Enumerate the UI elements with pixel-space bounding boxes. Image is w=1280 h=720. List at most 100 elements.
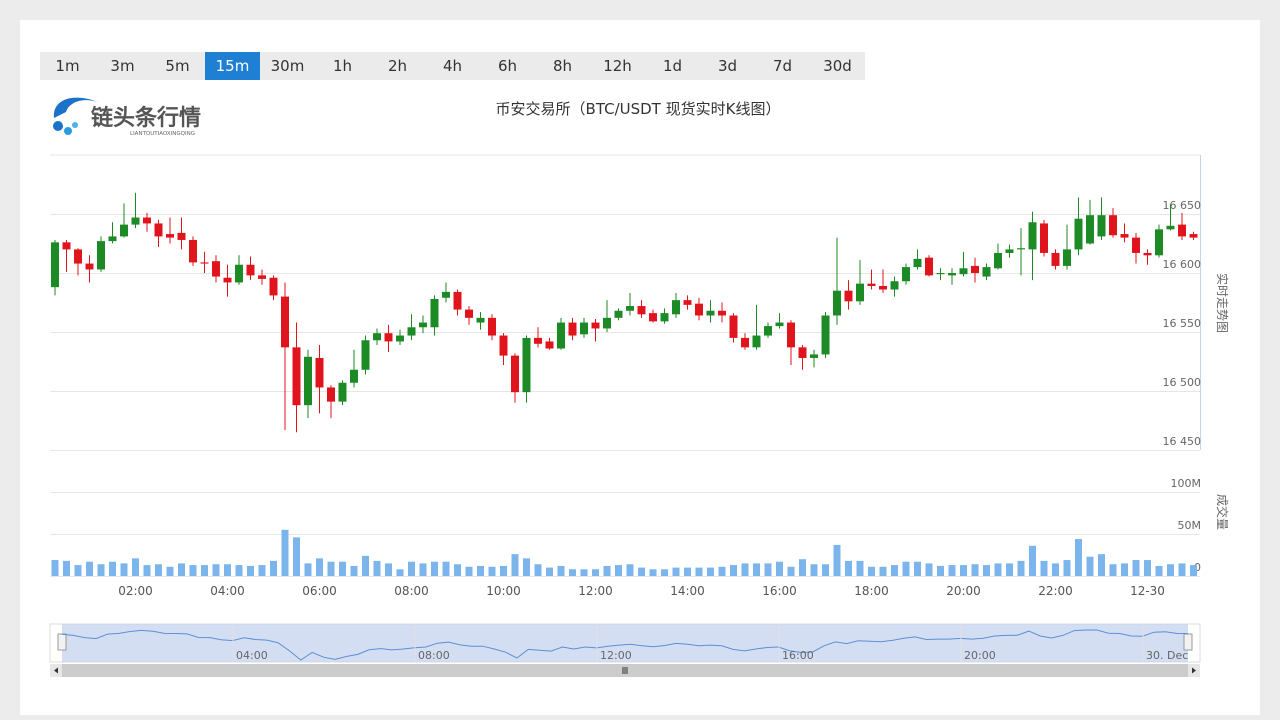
timeframe-button[interactable]: 2h — [387, 57, 408, 75]
candle-body — [568, 322, 577, 336]
volume-bar — [718, 566, 726, 576]
volume-bar — [1121, 563, 1128, 576]
volume-bar — [51, 560, 59, 576]
volume-bar — [465, 566, 473, 576]
navigator-mask[interactable] — [62, 624, 1188, 662]
volume-bar — [523, 558, 530, 576]
candle-body — [465, 309, 473, 318]
candle-body — [798, 347, 807, 358]
candle-body — [913, 258, 922, 268]
candle-body — [1086, 215, 1094, 244]
volume-bar — [408, 561, 415, 576]
navigator-line — [61, 629, 1189, 661]
volume-bar — [902, 561, 910, 576]
volume-bar — [258, 565, 266, 576]
x-tick-label: 10:00 — [486, 584, 521, 598]
timeframe-button[interactable]: 30m — [270, 57, 305, 75]
candle-body — [706, 310, 715, 316]
candle-body — [315, 357, 324, 388]
scrollbar-grip — [622, 667, 628, 674]
timeframe-button[interactable]: 12h — [603, 57, 632, 75]
candle-body — [154, 223, 163, 237]
candle-body — [925, 257, 933, 276]
candle-body — [741, 337, 749, 348]
timeframe-button[interactable]: 1h — [332, 57, 353, 75]
volume-bar — [270, 560, 277, 576]
volume-bar — [960, 565, 967, 576]
volume-bar — [155, 564, 162, 576]
volume-bar — [419, 563, 427, 576]
candle-body — [1097, 215, 1106, 237]
candle-body — [603, 317, 611, 329]
candle-body — [718, 310, 726, 316]
timeframe-button[interactable]: 3m — [110, 57, 135, 75]
candle-body — [85, 263, 94, 270]
volume-bar — [557, 565, 565, 576]
logo-subtitle: LIANTOUTIAOXINGQING — [130, 131, 195, 137]
timeframe-button[interactable]: 1d — [662, 57, 683, 75]
volume-bar — [178, 563, 185, 576]
candle-body — [936, 273, 945, 275]
candle-body — [672, 300, 680, 315]
candle-body — [626, 306, 634, 311]
timeframe-button[interactable]: 8h — [552, 57, 573, 75]
volume-bar — [845, 560, 852, 576]
volume-bar — [1029, 545, 1036, 576]
x-tick-label: 14:00 — [670, 584, 705, 598]
y-tick-label: 16 550 — [1163, 317, 1202, 330]
candle-body — [994, 252, 1002, 269]
candle-body — [1155, 229, 1163, 256]
candle-body — [1051, 252, 1060, 266]
candle-body — [1028, 222, 1037, 250]
timeframe-button[interactable]: 6h — [497, 57, 518, 75]
volume-bar — [1109, 564, 1117, 576]
volume-bar — [879, 566, 887, 576]
timeframe-button[interactable]: 4h — [442, 57, 463, 75]
scroll-left-arrow[interactable] — [54, 667, 58, 674]
volume-bar — [856, 560, 864, 576]
timeframe-button[interactable]: 3d — [717, 57, 738, 75]
volume-bar — [638, 567, 645, 576]
candle-body — [189, 239, 197, 263]
candle-body — [258, 275, 266, 279]
volume-bar — [1075, 539, 1082, 576]
candle-body — [350, 369, 358, 383]
candle-body — [292, 347, 301, 406]
volume-bar — [753, 563, 760, 576]
x-tick-label: 12-30 — [1130, 584, 1165, 598]
candle-body — [1189, 234, 1198, 238]
volume-bar — [822, 564, 829, 576]
y-axis-label: 实时走势图 — [1215, 273, 1230, 333]
candle-body — [1109, 215, 1117, 236]
scroll-right-arrow[interactable] — [1192, 667, 1196, 674]
navigator — [49, 623, 1201, 677]
candle-body — [269, 277, 278, 296]
candle-body — [1063, 249, 1071, 266]
timeframe-button[interactable]: 1m — [55, 57, 80, 75]
timeframe-button[interactable]: 30d — [823, 57, 852, 75]
candle-body — [775, 322, 784, 327]
candle-body — [890, 281, 899, 290]
navigator-handle[interactable] — [1183, 633, 1193, 651]
candle-body — [752, 335, 761, 348]
candle-body — [614, 310, 623, 318]
candle-body — [787, 322, 795, 348]
volume-bar — [350, 565, 358, 576]
volume-bar — [891, 565, 898, 576]
timeframe-button[interactable]: 5m — [165, 57, 190, 75]
navigator-handle[interactable] — [57, 633, 67, 651]
x-tick-label: 18:00 — [854, 584, 889, 598]
candle-body — [338, 382, 347, 402]
volume-bar — [132, 558, 139, 576]
volume-bar — [730, 565, 737, 576]
timeframe-button[interactable]: 7d — [772, 57, 793, 75]
candle-body — [1143, 252, 1152, 256]
candle-body — [729, 315, 738, 338]
candle-body — [545, 341, 554, 349]
volume-bar — [914, 561, 921, 576]
timeframe-button[interactable]: 15m — [205, 52, 260, 80]
volume-bar — [97, 564, 105, 576]
volume-bar — [488, 566, 496, 576]
volume-bar — [143, 565, 151, 576]
